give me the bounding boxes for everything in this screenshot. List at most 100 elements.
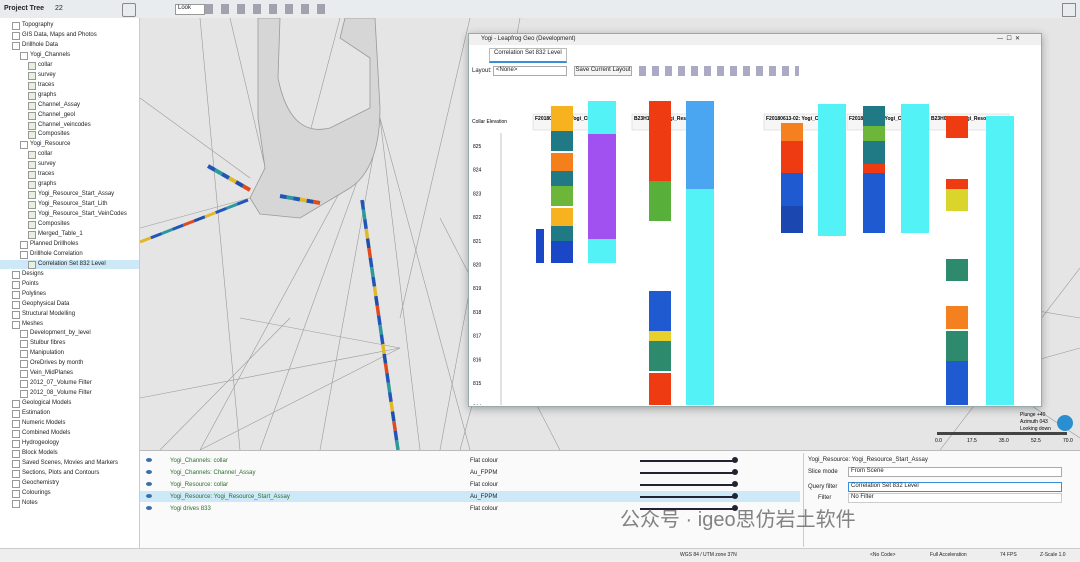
tree-item[interactable]: graphs — [0, 91, 139, 100]
interval-block — [781, 206, 803, 233]
tree-item[interactable]: Block Models — [0, 449, 139, 458]
tree-item[interactable]: Structural Modelling — [0, 310, 139, 319]
tree-item[interactable]: Yogi_Resource_Start_Assay — [0, 190, 139, 199]
view-mode-dropdown[interactable]: Look — [175, 4, 205, 15]
drillhole-segment — [373, 277, 374, 287]
tree-label: Stulbur fibres — [30, 340, 65, 346]
tree-item[interactable]: OreDrives by month — [0, 359, 139, 368]
tree-item[interactable]: 2012_08_Volume Filter — [0, 389, 139, 398]
tree-item[interactable]: Geological Models — [0, 399, 139, 408]
layer-row[interactable]: Yogi_Resource: Yogi_Resource_Start_Assay… — [140, 491, 800, 502]
tree-item[interactable]: Planned Drillholes — [0, 240, 139, 249]
drillhole-segment — [307, 201, 314, 202]
tree-label: Structural Modelling — [22, 311, 75, 317]
query-dropdown[interactable]: Correlation Set 832 Level — [848, 482, 1062, 492]
tree-item[interactable]: Drillhole Data — [0, 41, 139, 50]
tree-item[interactable]: Sections, Plots and Contours — [0, 469, 139, 478]
tree-item[interactable]: Topography — [0, 21, 139, 30]
transparency-slider[interactable] — [640, 460, 735, 462]
tree-item[interactable]: Combined Models — [0, 429, 139, 438]
tree-item[interactable]: Stulbur fibres — [0, 339, 139, 348]
tree-item[interactable]: Geochemistry — [0, 479, 139, 488]
tree-item[interactable]: Development_by_level — [0, 329, 139, 338]
tree-item[interactable]: survey — [0, 71, 139, 80]
tree-item[interactable]: Polylines — [0, 290, 139, 299]
tree-item[interactable]: Colourings — [0, 489, 139, 498]
tree-item[interactable]: Correlation Set 832 Level — [0, 260, 139, 269]
tree-item[interactable]: Saved Scenes, Movies and Markers — [0, 459, 139, 468]
filter-option[interactable]: No Filter — [848, 493, 1062, 503]
search-button[interactable] — [122, 3, 136, 17]
survey-line — [140, 198, 250, 228]
tree-item[interactable]: Yogi_Resource_Start_Lith — [0, 200, 139, 209]
tree-label: Designs — [22, 271, 44, 277]
tree-item[interactable]: collar — [0, 61, 139, 70]
tree-item[interactable]: Geophysical Data — [0, 300, 139, 309]
layout-dropdown[interactable]: <None> — [493, 66, 567, 76]
tree-item[interactable]: Channel_geol — [0, 111, 139, 120]
interval-block — [818, 104, 846, 236]
tree-item[interactable]: 2012_07_Volume Filter — [0, 379, 139, 388]
scale-label: 52.5 — [1031, 438, 1041, 444]
tree-item[interactable]: Designs — [0, 270, 139, 279]
drillhole-segment — [383, 344, 384, 354]
status-bar: WGS 84 / UTM zone 37N<No Code>Full Accel… — [0, 548, 1080, 562]
tree-item[interactable]: Numeric Models — [0, 419, 139, 428]
tree-item[interactable]: Channel_Assay — [0, 101, 139, 110]
interval-block — [551, 208, 573, 226]
transparency-slider[interactable] — [640, 496, 735, 498]
tree-label: Correlation Set 832 Level — [38, 261, 106, 267]
drillhole-segment — [370, 258, 371, 268]
tree-item[interactable]: Channel_veincodes — [0, 121, 139, 130]
tree-item[interactable]: GIS Data, Maps and Photos — [0, 31, 139, 40]
tree-item[interactable]: Notes — [0, 499, 139, 508]
drillhole-segment — [194, 217, 205, 221]
interval-block — [781, 141, 803, 173]
tree-item[interactable]: Composites — [0, 130, 139, 139]
transparency-slider[interactable] — [640, 484, 735, 486]
layer-name: Yogi_Resource: collar — [170, 482, 228, 488]
count: 22 — [55, 5, 63, 12]
tree-item[interactable]: Yogi_Channels — [0, 51, 139, 60]
drillhole-segment — [392, 412, 393, 422]
layer-name: Yogi_Channels: collar — [170, 458, 228, 464]
tree-label: Geophysical Data — [22, 301, 69, 307]
drillhole-segment — [363, 210, 364, 220]
tree-label: Estimation — [22, 410, 50, 416]
tree-icon — [28, 221, 36, 229]
tree-item[interactable]: Meshes — [0, 320, 139, 329]
tree-icon — [28, 161, 36, 169]
tree-item[interactable]: Yogi_Resource_Start_VeinCodes — [0, 210, 139, 219]
scale-label: 35.0 — [999, 438, 1009, 444]
drillhole-segment — [162, 229, 173, 233]
interval-block — [946, 331, 968, 361]
tree-item[interactable]: traces — [0, 81, 139, 90]
tab[interactable]: Correlation Set 832 Level — [489, 48, 567, 63]
camera-button[interactable] — [1062, 3, 1076, 17]
tree-item[interactable]: Hydrogeology — [0, 439, 139, 448]
tree-item[interactable]: Yogi_Resource — [0, 140, 139, 149]
tree-item[interactable]: Points — [0, 280, 139, 289]
tree-item[interactable]: Estimation — [0, 409, 139, 418]
tree-item[interactable]: graphs — [0, 180, 139, 189]
tree-item[interactable]: collar — [0, 150, 139, 159]
window-controls[interactable]: — ☐ ✕ — [997, 35, 1020, 42]
visibility-icon — [146, 470, 152, 474]
tree-item[interactable]: Composites — [0, 220, 139, 229]
transparency-slider[interactable] — [640, 472, 735, 474]
drillhole-segment — [140, 238, 151, 242]
tree-item[interactable]: traces — [0, 170, 139, 179]
slice-dropdown[interactable]: From Scene — [848, 467, 1062, 477]
tree-label: Colourings — [22, 490, 51, 496]
tree-item[interactable]: survey — [0, 160, 139, 169]
save-layout-button[interactable]: Save Current Layout — [574, 66, 632, 76]
tree-item[interactable]: Manipulation — [0, 349, 139, 358]
survey-line — [400, 18, 470, 318]
tree-item[interactable]: Merged_Table_1 — [0, 230, 139, 239]
colouring: Au_FPPM — [470, 494, 497, 500]
tree-item[interactable]: Drillhole Correlation — [0, 250, 139, 259]
tree-item[interactable]: Vein_MidPlanes — [0, 369, 139, 378]
